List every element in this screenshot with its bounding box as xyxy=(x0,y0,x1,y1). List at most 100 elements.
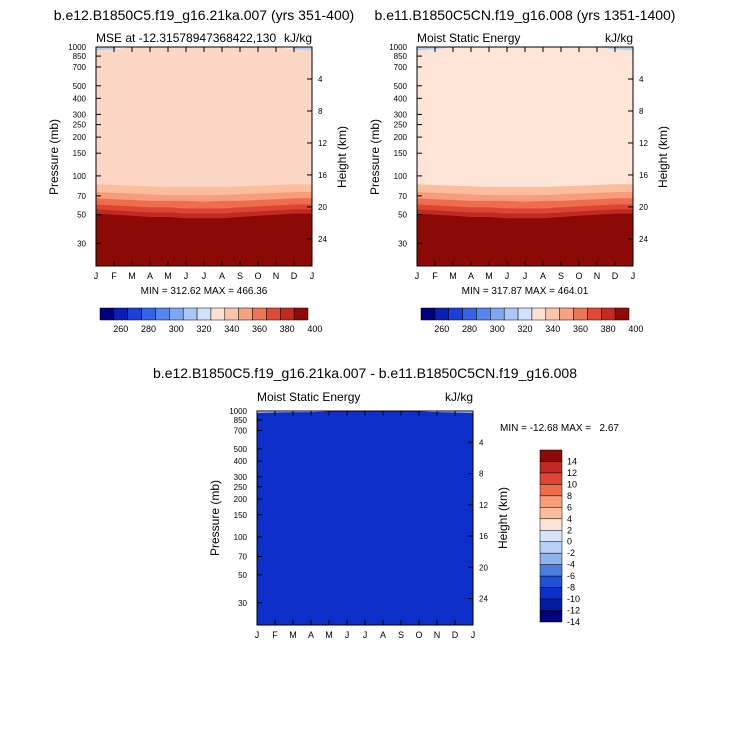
month-label: F xyxy=(111,271,117,281)
colorbar-label: 360 xyxy=(252,324,267,334)
month-label: D xyxy=(612,271,619,281)
panel-2-ylabel: Pressure (mb) xyxy=(368,119,382,195)
colorbar-label: 8 xyxy=(567,491,572,501)
colorbar-label: 260 xyxy=(434,324,449,334)
month-label: D xyxy=(452,630,459,640)
colorbar-label: 380 xyxy=(601,324,616,334)
month-label: N xyxy=(434,630,441,640)
colorbar-box xyxy=(539,587,563,600)
pressure-label: 1000 xyxy=(389,43,407,52)
contour-band-2-9 xyxy=(257,411,473,625)
pressure-label: 150 xyxy=(394,149,408,158)
pressure-label: 850 xyxy=(234,416,248,425)
height-label: 12 xyxy=(479,501,488,510)
colorbar-label: -12 xyxy=(567,606,580,616)
colorbar-label: 300 xyxy=(490,324,505,334)
pressure-label: 300 xyxy=(234,473,248,482)
month-label: D xyxy=(291,271,298,281)
month-label: J xyxy=(471,630,476,640)
colorbar-box xyxy=(539,541,563,554)
colorbar-label: -6 xyxy=(567,571,575,581)
month-label: J xyxy=(94,271,99,281)
month-label: M xyxy=(485,271,493,281)
month-label: J xyxy=(255,630,260,640)
colorbar-box xyxy=(539,449,563,462)
colorbar-box xyxy=(224,307,239,321)
month-label: O xyxy=(254,271,261,281)
colorbar-box xyxy=(601,307,616,321)
pressure-label: 250 xyxy=(234,483,248,492)
colorbar-box xyxy=(238,307,253,321)
pressure-label: 850 xyxy=(394,52,408,61)
height-label: 4 xyxy=(318,75,323,84)
colorbar-label: 320 xyxy=(517,324,532,334)
pressure-label: 700 xyxy=(73,63,87,72)
pressure-label: 200 xyxy=(73,133,87,142)
pressure-label: 400 xyxy=(73,94,87,103)
pressure-label: 30 xyxy=(238,599,247,608)
panel-2-subtitle-left: Moist Static Energy xyxy=(417,31,520,45)
colorbar-box xyxy=(539,530,563,542)
colorbar-box xyxy=(434,307,449,321)
colorbar-label: 380 xyxy=(280,324,295,334)
month-label: J xyxy=(310,271,315,281)
month-label: A xyxy=(219,271,225,281)
height-label: 24 xyxy=(639,235,648,244)
colorbar-label: 14 xyxy=(567,456,577,466)
colorbar-box xyxy=(539,552,563,565)
panel-2: b.e11.B1850C5CN.f19_g16.008 (yrs 1351-14… xyxy=(368,7,675,334)
pressure-label: 500 xyxy=(394,82,408,91)
colorbar-box xyxy=(113,307,128,321)
pressure-label: 500 xyxy=(73,82,87,91)
panel-1-stats: MIN = 312.62 MAX = 466.36 xyxy=(141,286,268,297)
colorbar-box xyxy=(448,307,463,321)
contour-band-1-10 xyxy=(417,213,633,266)
month-label: N xyxy=(594,271,601,281)
colorbar-box xyxy=(252,307,267,321)
month-label: S xyxy=(237,271,243,281)
panel-2-contours xyxy=(417,47,633,266)
colorbar-box xyxy=(293,307,309,321)
colorbar-box xyxy=(531,307,547,321)
panel-3-stats: MIN = -12.68 MAX = 2.67 xyxy=(500,423,619,434)
colorbar-box xyxy=(517,307,533,321)
colorbar-label: 320 xyxy=(196,324,211,334)
pressure-label: 150 xyxy=(73,149,87,158)
colorbar-box xyxy=(210,307,226,321)
month-label: O xyxy=(575,271,582,281)
colorbar-box xyxy=(462,307,477,321)
colorbar-box xyxy=(476,307,491,321)
height-label: 12 xyxy=(639,139,648,148)
colorbar-label: -2 xyxy=(567,548,575,558)
colorbar-box xyxy=(127,307,142,321)
month-label: J xyxy=(202,271,207,281)
colorbar-box xyxy=(99,307,115,321)
colorbar-box xyxy=(539,575,563,588)
panel-3-ylabel: Pressure (mb) xyxy=(208,480,222,556)
panel-1: b.e12.B1850C5.f19_g16.21ka.007 (yrs 351-… xyxy=(47,7,354,334)
colorbar-label: -8 xyxy=(567,583,575,593)
height-label: 8 xyxy=(318,107,323,116)
month-label: N xyxy=(273,271,280,281)
colorbar-box xyxy=(539,518,563,531)
colorbar-label: 340 xyxy=(545,324,560,334)
panel-3-subtitle-left: Moist Static Energy xyxy=(257,390,360,404)
colorbar-label: 10 xyxy=(567,479,577,489)
height-label: 4 xyxy=(639,75,644,84)
month-label: J xyxy=(523,271,528,281)
month-label: M xyxy=(289,630,297,640)
panel-2-colorbar: 260 280 300 320 340 360 380 400 xyxy=(420,307,643,334)
pressure-label: 30 xyxy=(398,239,407,248)
panel-3-subtitle-right: kJ/kg xyxy=(445,390,473,404)
height-label: 24 xyxy=(479,595,488,604)
pressure-label: 250 xyxy=(394,121,408,130)
colorbar-label: 300 xyxy=(169,324,184,334)
month-label: F xyxy=(272,630,278,640)
panel-1-contours xyxy=(96,47,312,266)
colorbar-box xyxy=(490,307,505,321)
panel-2-ylabel-right: Height (km) xyxy=(656,126,670,188)
colorbar-label: 4 xyxy=(567,514,572,524)
colorbar-box xyxy=(266,307,281,321)
pressure-label: 30 xyxy=(77,239,86,248)
